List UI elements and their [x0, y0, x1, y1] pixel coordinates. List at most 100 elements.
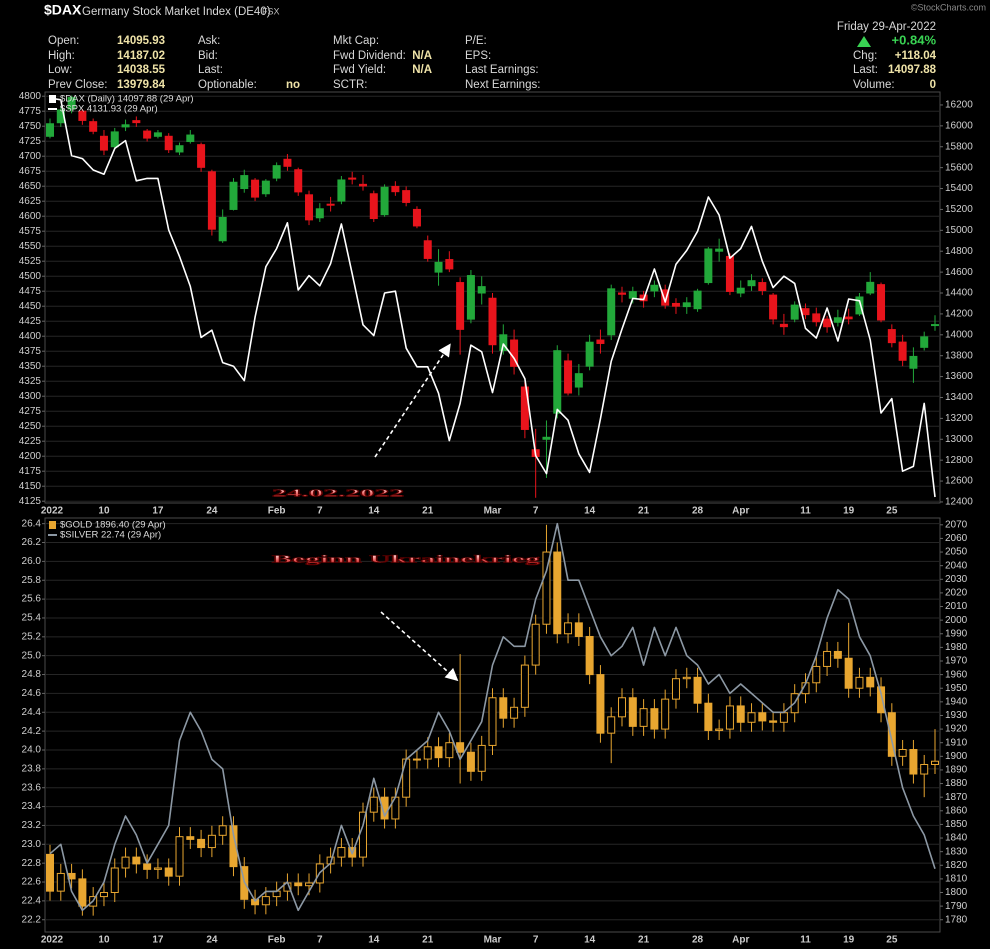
candle-body	[186, 134, 195, 143]
candle-body	[348, 177, 357, 180]
y2-tick-label: 1810	[945, 874, 968, 885]
candle-body	[175, 836, 184, 877]
x-tick-label: 2022	[41, 506, 64, 517]
field-value: 14038.55	[117, 64, 166, 76]
candle-body	[553, 350, 562, 414]
candle-body	[391, 185, 400, 193]
x-tick-label: Mar	[484, 506, 502, 517]
field-label: Fwd Yield:	[333, 64, 386, 76]
x-tick-label: 2022	[41, 935, 64, 946]
change-pct: +0.84%	[892, 32, 937, 47]
candle-body	[725, 705, 734, 730]
candle-body	[682, 676, 691, 680]
candle-body	[380, 796, 389, 820]
candle-body	[477, 744, 486, 772]
y-tick-label: 4400	[19, 331, 42, 342]
y-tick-label: 25.8	[22, 575, 42, 586]
y-tick-label: 22.6	[22, 877, 42, 888]
candle-body	[671, 302, 680, 307]
y2-tick-label: 14200	[945, 309, 973, 320]
candle-body	[585, 341, 594, 367]
stat-value: 14097.88	[888, 64, 937, 76]
date: Friday 29-Apr-2022	[837, 21, 936, 33]
x-tick-label: 28	[692, 935, 704, 946]
candle-body	[823, 650, 832, 667]
candle-body	[769, 720, 778, 723]
candle-body	[466, 275, 475, 320]
candle-body	[434, 261, 443, 273]
candle-body	[499, 697, 508, 719]
candle-body	[218, 216, 227, 242]
candle-body	[315, 208, 324, 219]
candle-body	[67, 97, 76, 110]
x-tick-label: 14	[368, 935, 380, 946]
x-tick-label: 21	[638, 506, 650, 517]
y2-tick-label: 1940	[945, 696, 968, 707]
stat-label: Volume:	[853, 79, 895, 91]
candle-body	[531, 623, 540, 666]
candle-body	[132, 120, 141, 124]
legend-swatch	[49, 521, 56, 529]
plots: 4125 4150 4175 4200 4225 4250 4275 4300 4325 4350…	[19, 91, 973, 946]
field-value: 13979.84	[117, 79, 166, 91]
x-tick-label: Apr	[732, 506, 749, 517]
y-tick-label: 24.4	[22, 707, 42, 718]
y2-tick-label: 1980	[945, 642, 968, 653]
legend-label: $GOLD 1896.40 (29 Apr)	[60, 520, 166, 531]
candle-body	[466, 751, 475, 772]
candle-body	[736, 705, 745, 723]
x-tick-label: 25	[886, 935, 898, 946]
candle-body	[844, 657, 853, 689]
candle-body	[153, 132, 162, 137]
x-tick-label: 24	[206, 506, 218, 517]
field-value: 14187.02	[117, 50, 165, 62]
candle-body	[542, 551, 551, 625]
candle-body	[682, 302, 691, 308]
y-tick-label: 24.8	[22, 669, 42, 680]
candle-body	[110, 867, 119, 894]
y2-tick-label: 1780	[945, 914, 968, 925]
y-tick-label: 4425	[19, 316, 42, 327]
candle-body	[693, 290, 702, 310]
y-tick-label: 4500	[19, 271, 42, 282]
y-tick-label: 22.8	[22, 858, 42, 869]
x-tick-label: 19	[843, 506, 855, 517]
candle-body	[715, 728, 724, 731]
y-tick-label: 4650	[19, 181, 42, 192]
candle-body	[207, 834, 216, 849]
y2-tick-label: 1830	[945, 846, 968, 857]
candle-body	[305, 882, 314, 887]
candle-body	[671, 678, 680, 700]
candle-body	[833, 317, 842, 323]
candle-body	[337, 179, 346, 202]
candle-body	[920, 336, 929, 348]
candle-body	[607, 716, 616, 734]
field-label: Next Earnings:	[465, 79, 540, 91]
candle-body	[305, 194, 314, 221]
y-tick-label: 24.2	[22, 726, 42, 737]
y-tick-label: 23.4	[22, 801, 42, 812]
candle-body	[477, 286, 486, 294]
candle-body	[207, 171, 216, 230]
x-tick-label: 7	[533, 506, 539, 517]
y-tick-label: 4250	[19, 421, 42, 432]
y-tick-label: 4525	[19, 256, 42, 267]
candle-body	[423, 746, 432, 760]
y-tick-label: 4300	[19, 391, 42, 402]
y-tick-label: 4675	[19, 166, 42, 177]
y2-tick-label: 15200	[945, 204, 973, 215]
candle-body	[877, 284, 886, 321]
candle-body	[618, 292, 627, 295]
y2-tick-label: 1850	[945, 819, 968, 830]
y-tick-label: 4575	[19, 226, 42, 237]
candle-body	[909, 355, 918, 369]
candle-body	[628, 291, 637, 299]
candle-body	[78, 878, 87, 907]
y2-tick-label: 1860	[945, 805, 968, 816]
y2-tick-label: 15400	[945, 183, 973, 194]
candle-body	[693, 676, 702, 704]
candle-body	[251, 179, 260, 198]
y-tick-label: 4750	[19, 121, 42, 132]
candle-body	[153, 867, 162, 870]
